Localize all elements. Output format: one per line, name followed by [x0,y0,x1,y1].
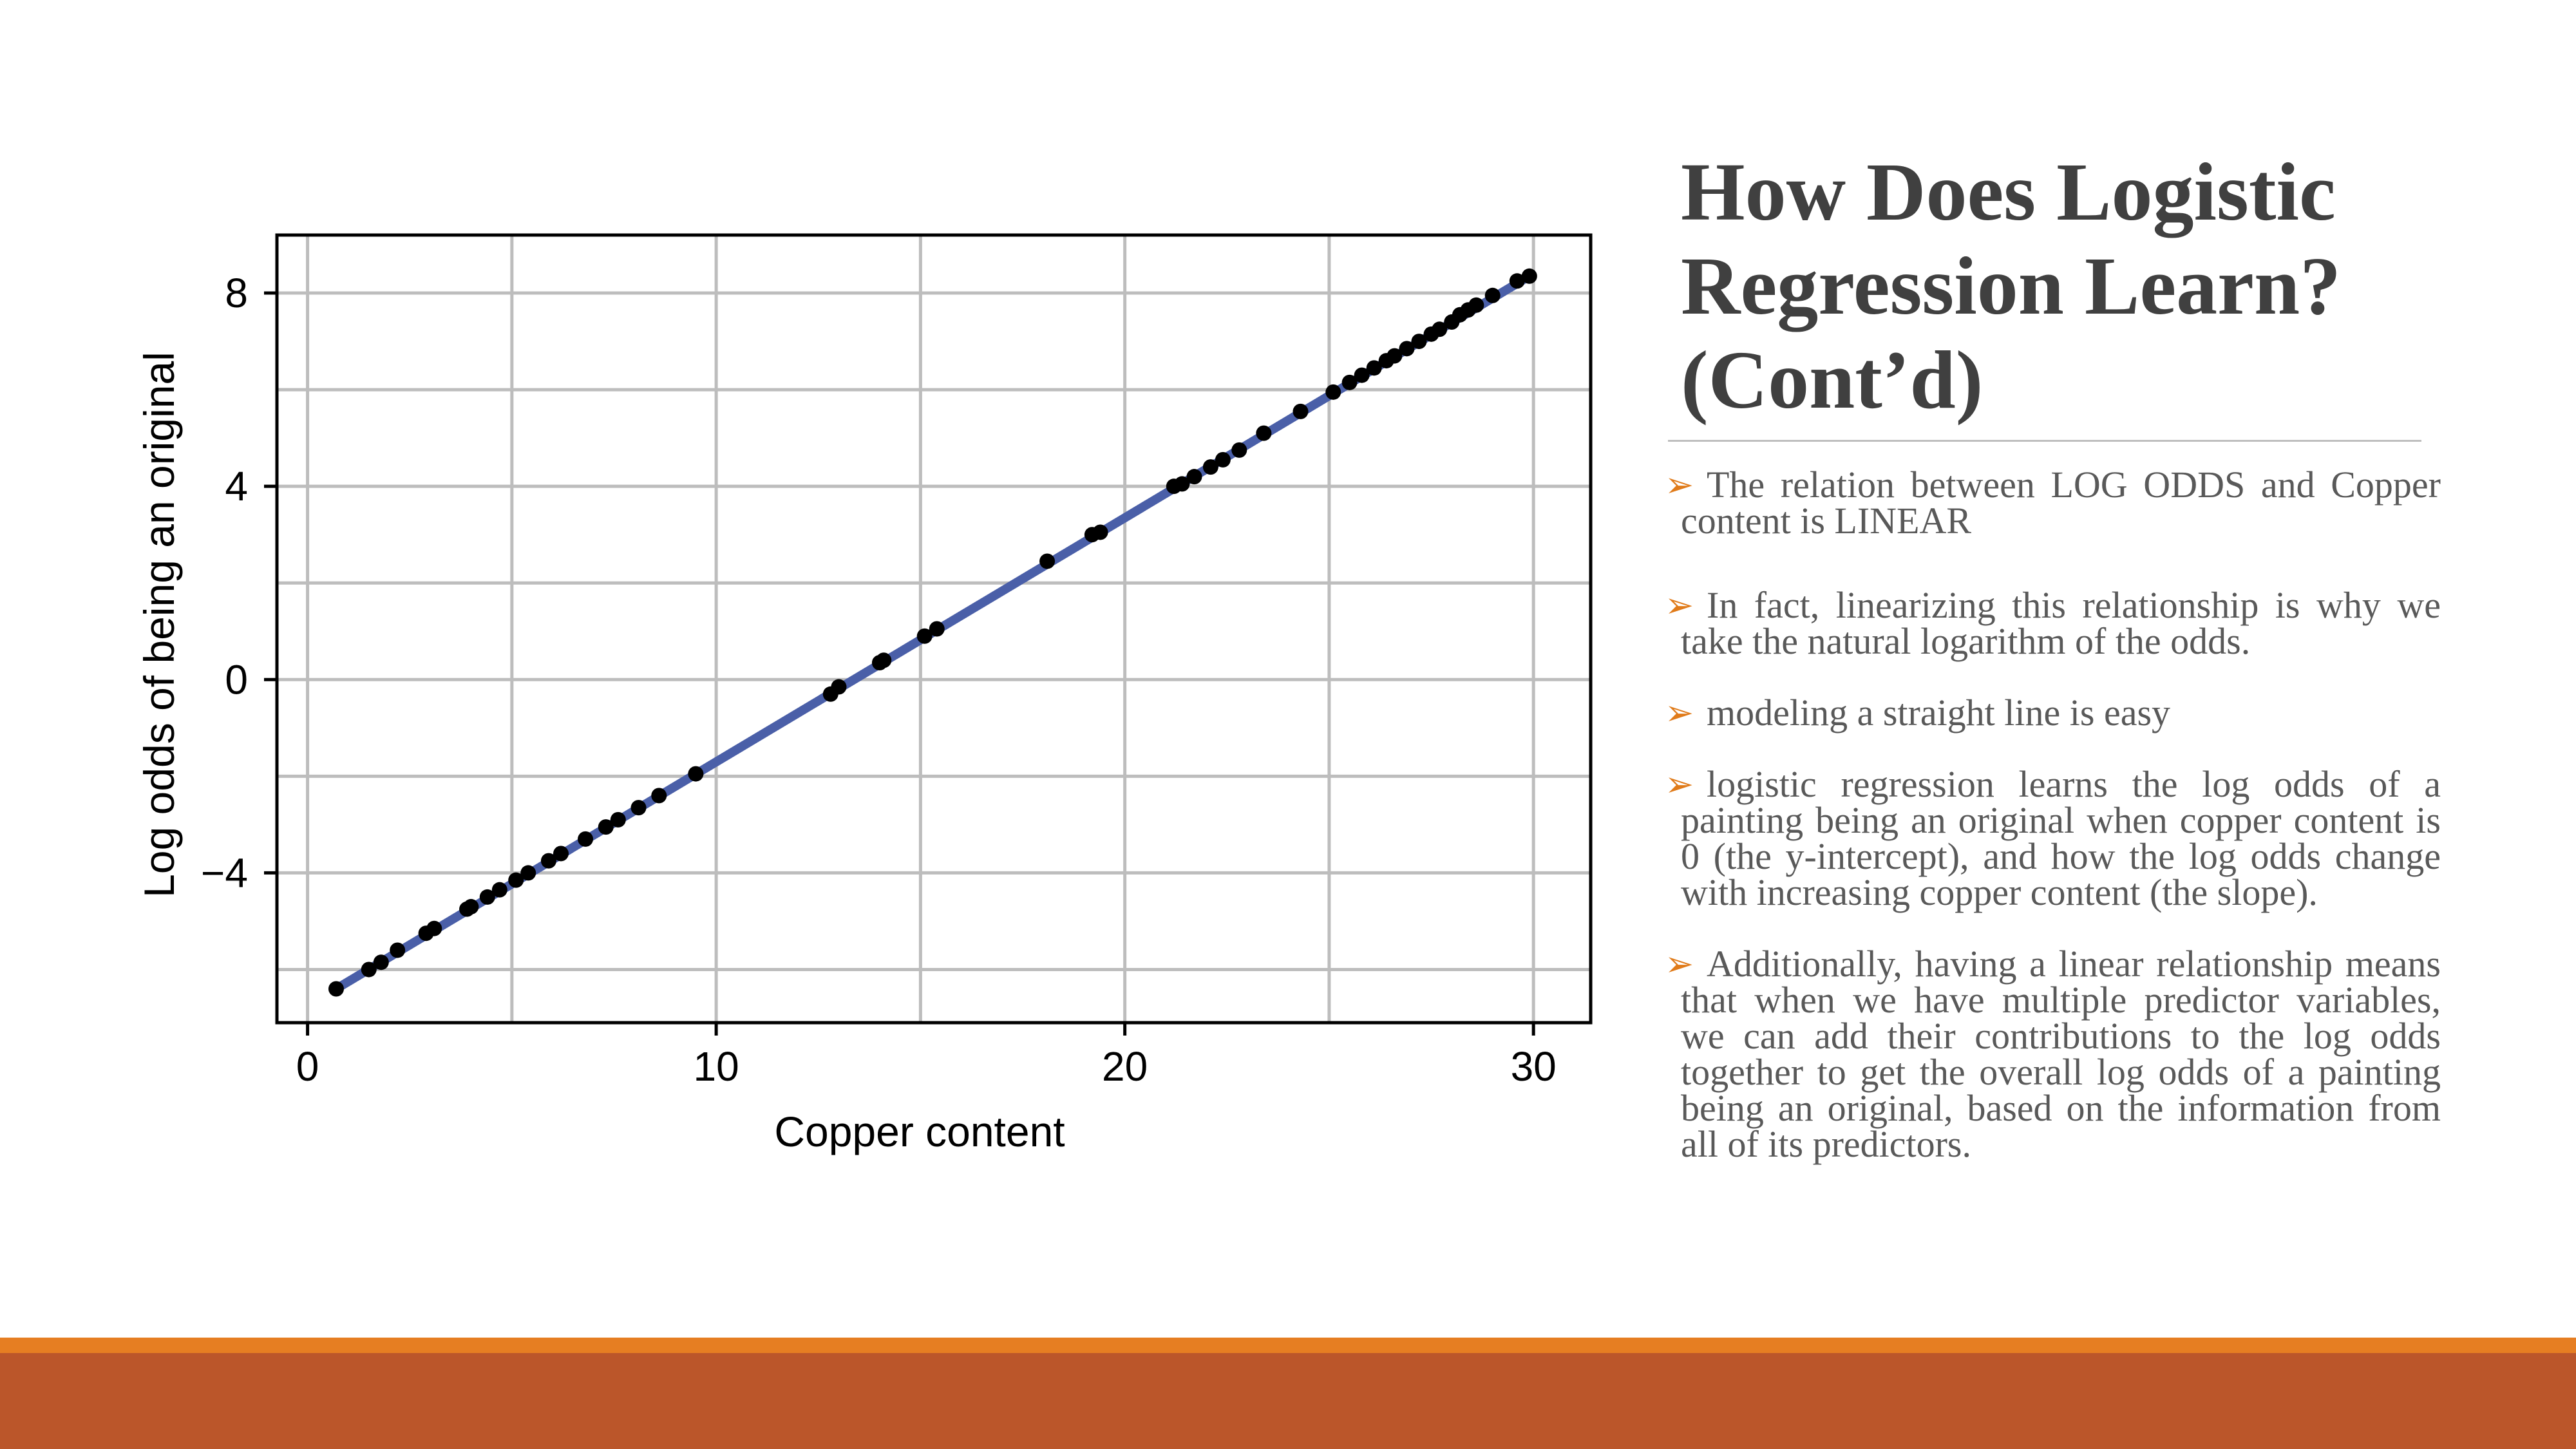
data-point [1341,374,1358,390]
data-point [1521,268,1537,284]
data-point [328,981,345,997]
data-point [1509,273,1525,289]
data-point [1325,384,1341,400]
arrow-bullet-icon: ➢ [1665,692,1694,733]
data-point [1432,321,1448,337]
data-point [578,831,594,847]
bullet-text: modeling a straight line is easy [1707,692,2171,734]
data-point [426,920,442,936]
data-point [479,889,495,905]
bullet-text: Additionally, having a linear relationsh… [1681,943,2441,1165]
arrow-bullet-icon: ➢ [1665,585,1694,625]
y-tick-label: 8 [225,270,248,316]
title-divider [1668,440,2421,442]
data-point [651,788,667,804]
arrow-bullet-icon: ➢ [1665,943,1694,984]
arrow-bullet-icon: ➢ [1665,764,1694,804]
x-tick-label: 20 [1102,1043,1148,1090]
chart: 0 10 20 30 −4 0 4 8 Copper content Log odds of … [135,233,1593,1155]
data-point [1411,334,1427,350]
x-tick-label: 10 [694,1043,739,1090]
data-point [688,766,704,782]
data-point [1092,524,1108,540]
slide-title: How Does Logistic Regression Learn? (Con… [1681,146,2342,426]
y-tick-label: 4 [225,463,248,509]
data-point [540,853,556,869]
data-point [929,621,945,637]
data-point [508,872,524,888]
data-point [831,679,847,695]
grid-layer [277,235,1591,1023]
data-point [520,865,536,881]
y-axis-label: Log odds of being an original [135,352,183,898]
data-point [1484,287,1501,303]
data-point [1354,367,1370,383]
bullet-item: ➢ logistic regression learns the log odd… [1665,766,2441,911]
bullet-item: ➢ The relation between LOG ODDS and Copp… [1665,464,2441,542]
x-tick-label: 0 [296,1043,319,1090]
data-point [1256,425,1272,441]
data-point [1039,553,1056,569]
data-point [916,628,933,644]
bullet-text: The relation between LOG ODDS and Copper… [1681,464,2441,542]
data-point [1202,459,1218,475]
data-point [1293,403,1309,419]
data-point [361,961,377,978]
data-point [1399,341,1415,357]
data-point [1231,442,1247,458]
plot-frame [275,233,1593,1025]
y-tick-label: −4 [201,849,248,896]
data-point [598,819,614,835]
data-point [876,652,892,668]
bullet-item: ➢ Additionally, having a linear relation… [1665,943,2441,1165]
footer-bar [0,1353,2576,1449]
data-point [1468,297,1484,313]
data-point [1186,469,1202,485]
data-point [390,942,406,958]
bullet-text: logistic regression learns the log odds … [1681,763,2441,913]
arrow-bullet-icon: ➢ [1665,464,1694,505]
x-axis-label: Copper content [774,1108,1065,1155]
data-point [1215,451,1231,468]
bullet-item: ➢ modeling a straight line is easy [1665,692,2441,734]
data-point [491,882,507,898]
data-point [630,800,647,816]
x-tick-label: 30 [1511,1043,1557,1090]
point-layer [328,268,1537,997]
tick-layer: 0 10 20 30 −4 0 4 8 [201,270,1557,1090]
data-point [553,846,569,862]
bullet-item: ➢ In fact, linearizing this relationship… [1665,584,2441,662]
bullet-list: ➢ The relation between LOG ODDS and Copp… [1665,464,2441,1165]
chart-svg: 0 10 20 30 −4 0 4 8 Copper content Log odds of … [135,233,1593,1155]
data-point [1174,476,1190,492]
data-point [463,898,479,914]
data-point [610,811,626,828]
data-point [1387,348,1403,364]
bullet-text: In fact, linearizing this relationship i… [1681,584,2441,662]
y-tick-label: 0 [225,656,248,703]
data-point [1366,360,1382,376]
data-point [373,954,389,971]
footer-accent-bar [0,1338,2576,1353]
